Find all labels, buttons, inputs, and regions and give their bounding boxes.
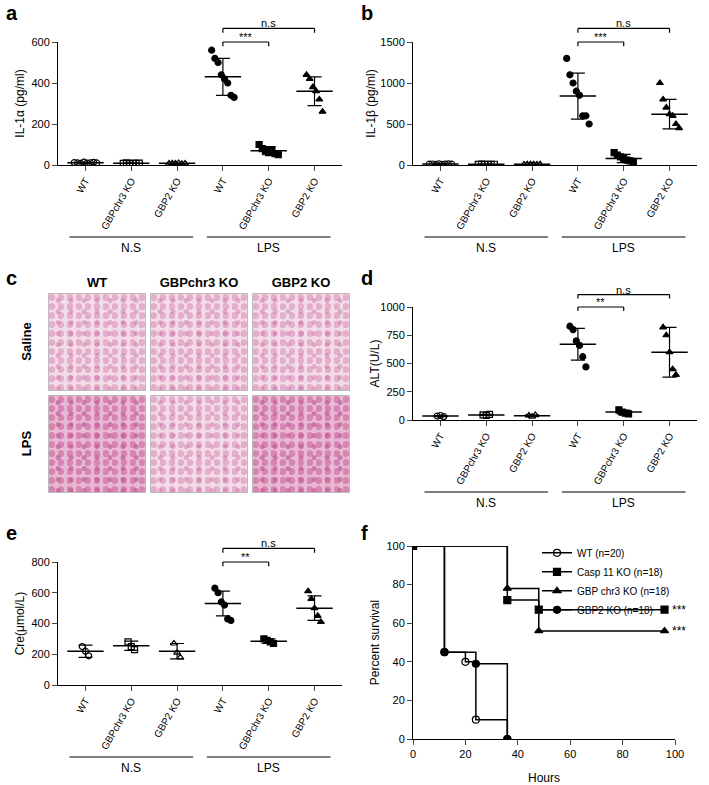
svg-text:n.s: n.s — [616, 17, 631, 29]
svg-text:0: 0 — [410, 748, 416, 760]
svg-text:GBP2 KO: GBP2 KO — [152, 696, 184, 740]
svg-text:0: 0 — [399, 159, 405, 171]
svg-text:Hours: Hours — [528, 771, 560, 785]
svg-text:0: 0 — [44, 679, 50, 691]
svg-text:750: 750 — [386, 329, 404, 341]
svg-text:80: 80 — [616, 748, 628, 760]
svg-text:IL-1β (pg/ml): IL-1β (pg/ml) — [364, 69, 378, 137]
html-text:a: a — [6, 2, 18, 24]
svg-text:**: ** — [596, 296, 605, 308]
svg-text:600: 600 — [31, 36, 49, 48]
html-text:f: f — [361, 522, 368, 544]
svg-text:GBP2 KO: GBP2 KO — [289, 696, 321, 740]
svg-text:GBP2 KO (n=18): GBP2 KO (n=18) — [577, 605, 653, 616]
svg-text:40: 40 — [512, 748, 524, 760]
svg-text:WT: WT — [212, 176, 229, 195]
svg-text:800: 800 — [31, 556, 49, 568]
svg-text:ALT(U/L): ALT(U/L) — [368, 340, 382, 388]
svg-text:n.s: n.s — [261, 17, 276, 29]
svg-text:n.s: n.s — [616, 284, 631, 296]
svg-text:20: 20 — [459, 748, 471, 760]
svg-text:500: 500 — [386, 357, 404, 369]
svg-text:600: 600 — [31, 587, 49, 599]
svg-text:GBPchr3 KO: GBPchr3 KO — [591, 176, 630, 232]
svg-text:1000: 1000 — [380, 77, 404, 89]
svg-text:Percent survival: Percent survival — [368, 600, 382, 685]
svg-text:***: *** — [672, 603, 686, 617]
svg-text:WT: WT — [567, 431, 584, 450]
svg-text:250: 250 — [386, 386, 404, 398]
svg-text:200: 200 — [31, 118, 49, 130]
svg-text:GBP chr3 KO (n=18): GBP chr3 KO (n=18) — [577, 586, 669, 597]
svg-text:GBPchr3 KO: GBPchr3 KO — [99, 176, 138, 232]
svg-text:0: 0 — [44, 159, 50, 171]
svg-text:GBP2 KO: GBP2 KO — [644, 176, 676, 220]
svg-text:500: 500 — [386, 118, 404, 130]
svg-text:N.S: N.S — [121, 241, 141, 255]
svg-text:100: 100 — [666, 748, 684, 760]
svg-text:GBP2 KO: GBP2 KO — [289, 176, 321, 220]
svg-text:WT: WT — [74, 176, 91, 195]
svg-text:GBPchr3 KO: GBPchr3 KO — [454, 176, 493, 232]
svg-text:40: 40 — [393, 656, 405, 668]
svg-text:GBP2 KO: GBP2 KO — [507, 176, 539, 220]
html-text:GBP2 KO: GBP2 KO — [271, 275, 331, 290]
svg-text:IL-1α (pg/ml): IL-1α (pg/ml) — [13, 69, 27, 137]
svg-text:GBP2 KO: GBP2 KO — [507, 431, 539, 475]
svg-text:GBPchr3 KO: GBPchr3 KO — [99, 696, 138, 752]
svg-text:LPS: LPS — [257, 241, 280, 255]
html-text:WT: WT — [86, 275, 108, 290]
svg-text:***: *** — [239, 31, 253, 43]
svg-text:100: 100 — [386, 540, 404, 552]
svg-text:WT: WT — [429, 176, 446, 195]
svg-text:WT: WT — [74, 696, 91, 715]
html-text:e: e — [6, 522, 18, 544]
html-text:Saline: Saline — [18, 322, 34, 361]
svg-text:N.S: N.S — [121, 761, 141, 775]
svg-text:Cre(μmol/L): Cre(μmol/L) — [13, 592, 27, 656]
svg-text:20: 20 — [393, 694, 405, 706]
svg-text:GBP2 KO: GBP2 KO — [152, 176, 184, 220]
svg-text:1000: 1000 — [380, 301, 404, 313]
svg-text:n.s: n.s — [261, 537, 276, 549]
svg-text:Casp 11 KO (n=18): Casp 11 KO (n=18) — [577, 567, 663, 578]
svg-text:1500: 1500 — [380, 36, 404, 48]
svg-text:0: 0 — [399, 733, 405, 745]
svg-text:WT: WT — [429, 431, 446, 450]
svg-text:200: 200 — [31, 648, 49, 660]
html-text:d: d — [361, 267, 374, 289]
svg-text:N.S: N.S — [476, 241, 496, 255]
svg-text:80: 80 — [393, 578, 405, 590]
html-text:b: b — [361, 2, 374, 24]
html-text:GBPchr3 KO: GBPchr3 KO — [159, 275, 239, 290]
svg-text:GBP2 KO: GBP2 KO — [644, 431, 676, 475]
svg-text:***: *** — [672, 624, 686, 638]
svg-text:**: ** — [241, 551, 250, 563]
svg-text:GBPchr3 KO: GBPchr3 KO — [454, 431, 493, 487]
svg-text:N.S: N.S — [476, 496, 496, 510]
svg-text:400: 400 — [31, 617, 49, 629]
svg-text:GBPchr3 KO: GBPchr3 KO — [236, 176, 275, 232]
html-text:c: c — [6, 267, 18, 289]
svg-text:***: *** — [594, 31, 608, 43]
svg-text:WT: WT — [567, 176, 584, 195]
svg-text:WT: WT — [212, 696, 229, 715]
svg-text:LPS: LPS — [612, 496, 635, 510]
svg-text:400: 400 — [31, 77, 49, 89]
svg-text:GBPchr3 KO: GBPchr3 KO — [591, 431, 630, 487]
svg-text:0: 0 — [399, 414, 405, 426]
svg-text:LPS: LPS — [612, 241, 635, 255]
html-text:LPS: LPS — [18, 430, 34, 457]
svg-text:60: 60 — [564, 748, 576, 760]
svg-text:WT (n=20): WT (n=20) — [577, 548, 624, 559]
svg-text:LPS: LPS — [257, 761, 280, 775]
svg-text:GBPchr3 KO: GBPchr3 KO — [236, 696, 275, 752]
svg-text:60: 60 — [393, 617, 405, 629]
